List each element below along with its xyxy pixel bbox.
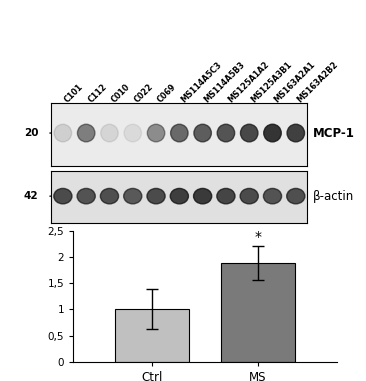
Ellipse shape: [54, 124, 72, 142]
Text: 42: 42: [24, 191, 38, 201]
Ellipse shape: [194, 189, 212, 204]
Ellipse shape: [147, 189, 165, 204]
Bar: [221, 263, 295, 362]
Ellipse shape: [100, 189, 119, 204]
Ellipse shape: [101, 124, 118, 142]
Ellipse shape: [54, 189, 72, 204]
Text: MS125A3B1: MS125A3B1: [249, 60, 294, 105]
Ellipse shape: [124, 124, 142, 142]
Text: C010: C010: [109, 83, 132, 105]
Text: C101: C101: [63, 83, 85, 105]
Text: C022: C022: [133, 82, 155, 105]
Text: 20: 20: [24, 128, 38, 138]
Ellipse shape: [147, 124, 165, 142]
Ellipse shape: [170, 189, 188, 204]
Ellipse shape: [264, 124, 281, 142]
Ellipse shape: [194, 124, 212, 142]
Text: *: *: [254, 230, 261, 244]
Text: β-actin: β-actin: [313, 190, 355, 203]
Ellipse shape: [287, 189, 305, 204]
Bar: [115, 309, 189, 362]
Ellipse shape: [217, 124, 235, 142]
Ellipse shape: [124, 189, 142, 204]
Text: MS114A5B3: MS114A5B3: [203, 61, 247, 105]
Ellipse shape: [264, 189, 281, 204]
Ellipse shape: [78, 124, 95, 142]
Text: C112: C112: [86, 83, 108, 105]
Text: MS163A2A1: MS163A2A1: [273, 60, 317, 105]
Ellipse shape: [77, 189, 95, 204]
Text: C069: C069: [156, 83, 178, 105]
Ellipse shape: [240, 189, 258, 204]
Text: MS163A2B2: MS163A2B2: [296, 60, 340, 105]
Text: MCP-1: MCP-1: [313, 126, 355, 139]
Text: MS125A1A2: MS125A1A2: [226, 60, 270, 105]
Ellipse shape: [287, 124, 305, 142]
Text: MS114A5C3: MS114A5C3: [179, 61, 224, 105]
Ellipse shape: [217, 189, 235, 204]
Ellipse shape: [240, 124, 258, 142]
Ellipse shape: [171, 124, 188, 142]
